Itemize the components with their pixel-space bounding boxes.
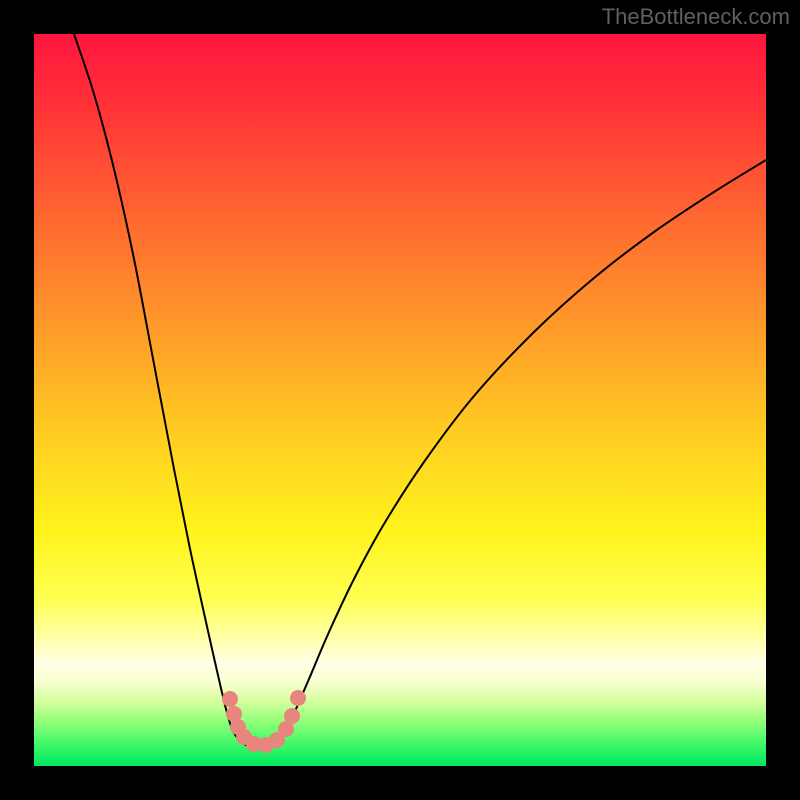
- bottleneck-curve: [74, 34, 766, 747]
- chart-curves: [34, 34, 766, 766]
- marker-point: [284, 708, 300, 724]
- plot-area: [34, 34, 766, 766]
- marker-point: [290, 690, 306, 706]
- chart-container: TheBottleneck.com: [0, 0, 800, 800]
- marker-point: [222, 691, 238, 707]
- watermark-text: TheBottleneck.com: [602, 4, 790, 30]
